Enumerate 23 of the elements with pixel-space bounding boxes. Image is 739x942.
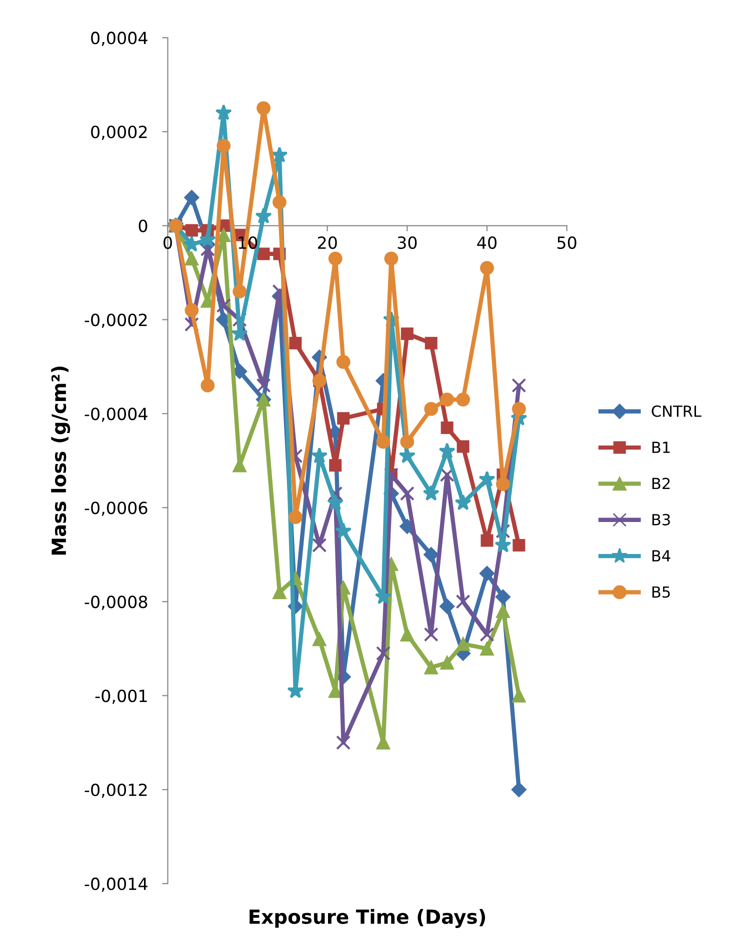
y-tick-label: 0,0002 [91,126,147,140]
legend-label: B2 [652,478,670,490]
y-tick-label: -0,0014 [84,878,148,892]
legend-label: CNTRL [652,405,702,417]
y-tick-label: 0,0004 [91,32,148,46]
y-tick-label: -0,0004 [84,408,148,422]
y-tick-label: 0 [138,220,148,232]
legend-label: B5 [652,586,670,598]
y-tick-label: -0,0002 [84,314,147,328]
x-tick-label: 0 [164,236,172,249]
x-tick-label: 50 [557,236,576,249]
y-tick-label: -0,0012 [84,784,147,798]
legend-label: B3 [652,514,670,526]
y-axis-title: Mass loss (g/cm²) [51,366,70,555]
x-tick-label: 30 [398,236,417,249]
x-tick-label: 40 [477,236,496,249]
y-tick-label: -0,0008 [84,596,148,610]
y-tick-label: -0,0006 [84,502,148,516]
legend-label: B1 [652,442,670,453]
x-axis-title: Exposure Time (Days) [250,908,486,928]
x-tick-label: 20 [318,236,337,249]
legend-label: B4 [652,550,670,562]
y-tick-label: -0,001 [95,690,147,704]
